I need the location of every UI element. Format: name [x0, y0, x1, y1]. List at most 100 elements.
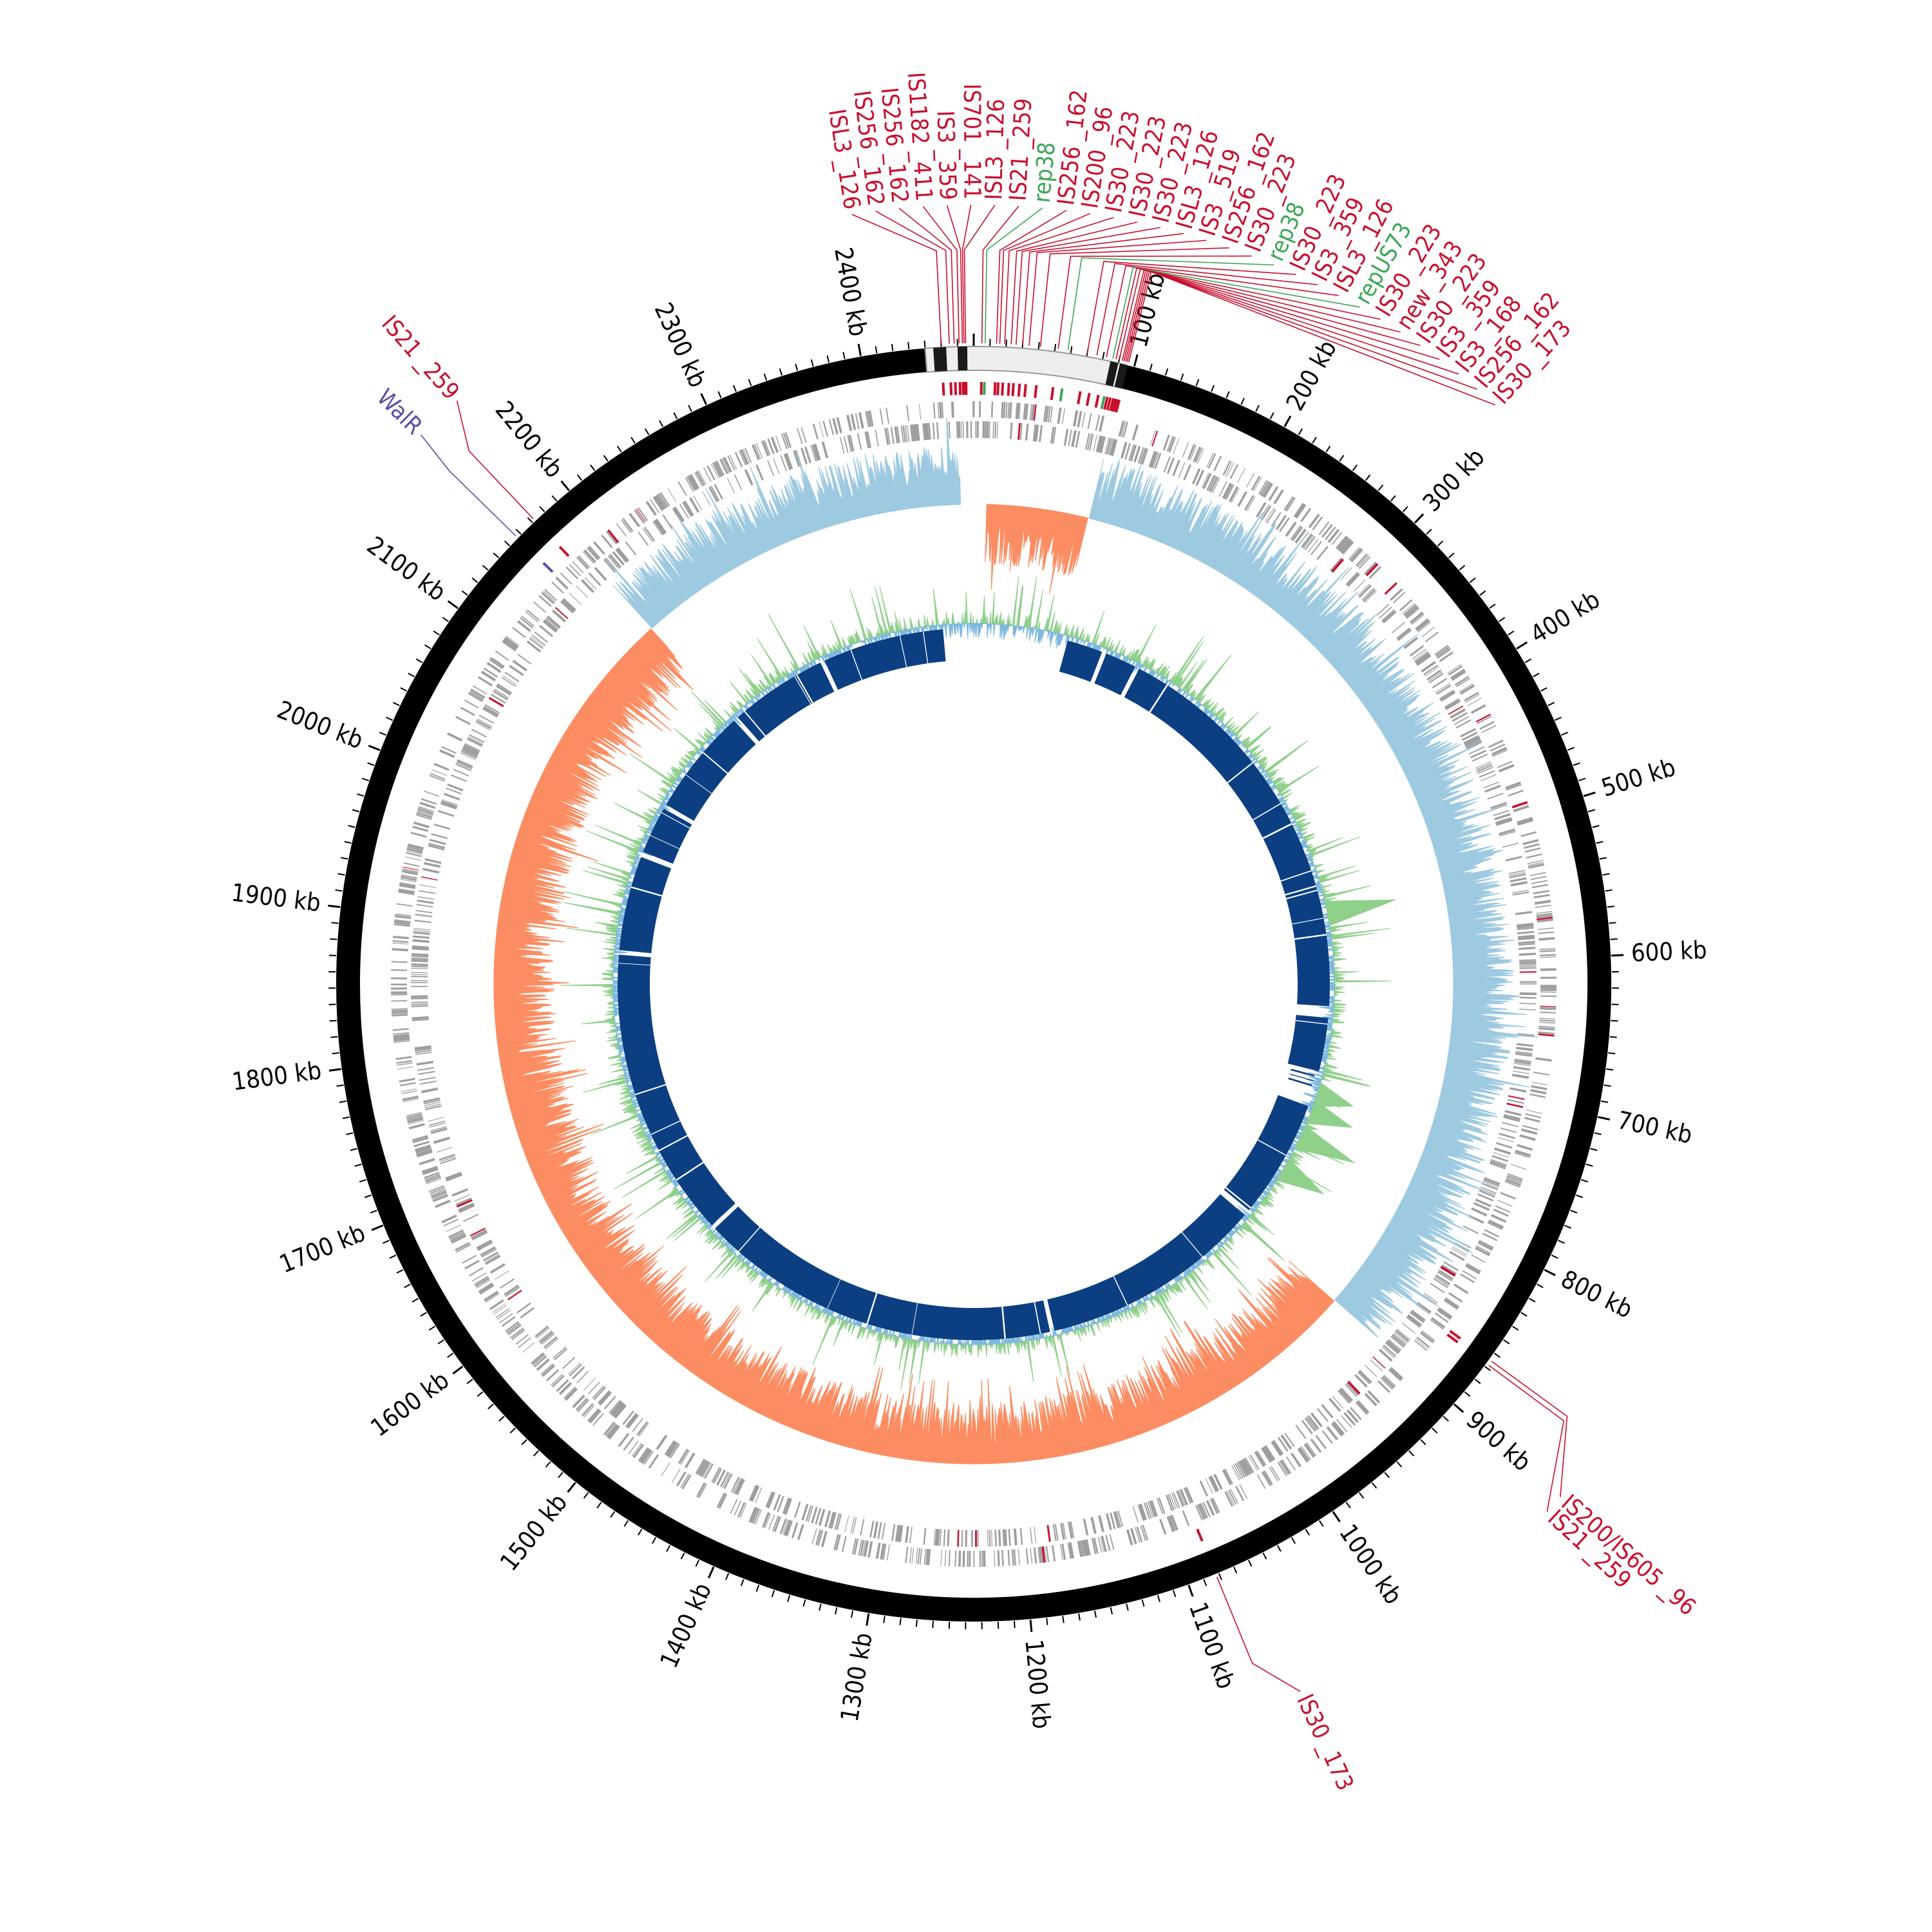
cds-mark [934, 1528, 938, 1546]
cds-mark [927, 1549, 931, 1566]
cds-mark [1437, 648, 1452, 659]
cds-mark [797, 428, 803, 444]
cds-mark [497, 1310, 511, 1320]
cds-mark [412, 945, 430, 949]
tick-mark [651, 1537, 657, 1544]
cds-mark [457, 759, 473, 768]
cds-mark [1423, 1294, 1437, 1305]
cds-mark [704, 1463, 714, 1479]
blast-hit-fragment [1291, 1068, 1315, 1077]
cds-mark [1290, 525, 1302, 540]
cds-mark [1244, 495, 1255, 511]
cds-mark [1492, 749, 1508, 757]
cds-mark [413, 821, 430, 829]
cds-mark [1271, 511, 1282, 527]
cds-mark [501, 1316, 516, 1327]
cds-mark [1535, 904, 1551, 908]
tick-label: 700 kb [1615, 1106, 1695, 1150]
cds-mark [1530, 872, 1546, 876]
cds-mark [1515, 1052, 1533, 1057]
cds-mark [454, 1194, 470, 1202]
cds-mark [1540, 968, 1557, 971]
cds-mark [1391, 1334, 1406, 1347]
cds-mark [410, 831, 427, 838]
tick-mark [1325, 446, 1331, 453]
cds-mark [541, 591, 555, 605]
cds-mark [393, 921, 411, 925]
cds-mark [1070, 1521, 1075, 1539]
cds-mark [734, 1478, 744, 1495]
cds-mark [1239, 1460, 1250, 1476]
cds-mark [393, 1032, 410, 1035]
cds-mark [1465, 739, 1481, 748]
cds-mark [643, 528, 654, 543]
cds-mark [539, 1331, 554, 1344]
cds-mark [489, 1299, 504, 1311]
mobile-band [1105, 361, 1119, 386]
cds-mark [1519, 1009, 1537, 1010]
cds-mark [553, 1347, 567, 1359]
blast-gap [1225, 1187, 1251, 1209]
feature-leader [1028, 240, 1207, 346]
cds-mark [1099, 1536, 1104, 1553]
cds-mark [488, 697, 504, 708]
cds-mark [1517, 934, 1535, 939]
cds-mark [1395, 1329, 1410, 1342]
cds-mark [815, 1529, 822, 1546]
tick-mark [1226, 391, 1230, 399]
cds-mark [1437, 1309, 1452, 1320]
cds-mark [569, 564, 582, 576]
cds-mark [1491, 746, 1508, 756]
tick-mark [1149, 363, 1153, 371]
feature-label: ISL3 _126 [981, 99, 1010, 200]
cds-mark [477, 1241, 493, 1251]
cds-mark [501, 677, 516, 687]
tick-mark [1291, 1537, 1296, 1544]
tick-mark [659, 420, 664, 427]
cds-mark [1465, 694, 1480, 703]
tick-mark [1602, 873, 1610, 876]
cds-mark [1462, 1270, 1477, 1280]
cds-mark [1514, 1152, 1531, 1159]
cds-mark [476, 1279, 491, 1289]
tick-label: 2400 kb [829, 245, 873, 339]
cds-mark [419, 801, 436, 810]
cds-mark [464, 743, 480, 752]
cds-mark [656, 494, 667, 509]
cds-mark [1475, 761, 1492, 769]
tick-mark [875, 346, 878, 354]
cds-mark [882, 1544, 887, 1560]
tick-mark [1611, 954, 1624, 957]
cds-mark [471, 728, 488, 738]
cds-mark [1087, 413, 1092, 430]
cds-mark [904, 425, 908, 442]
feature-label: IS701 _141 [958, 84, 985, 200]
cds-mark [407, 846, 424, 851]
cds-mark [1110, 1512, 1116, 1530]
feature-mark [1109, 398, 1115, 412]
cds-mark [447, 783, 464, 791]
cds-mark [428, 1185, 445, 1193]
cds-mark [1303, 535, 1314, 549]
cds-mark [417, 810, 433, 817]
cds-mark [1254, 1451, 1265, 1467]
cds-mark [699, 1460, 709, 1476]
cds-mark [1481, 724, 1497, 734]
blast-gap [794, 676, 811, 705]
tick-mark [603, 455, 609, 462]
cds-mark [1435, 1274, 1451, 1285]
tick-mark [330, 938, 337, 940]
cds-mark [1526, 853, 1542, 859]
cds-mark [1049, 406, 1053, 423]
cds-mark [1522, 1124, 1539, 1131]
cds-mark [412, 1018, 429, 1021]
cds-mark [1079, 1540, 1084, 1557]
cds-mark [1437, 1307, 1453, 1318]
cds-mark [909, 1547, 913, 1564]
cds-mark [575, 1397, 588, 1411]
cds-mark [593, 541, 605, 555]
mobile-band [957, 346, 968, 371]
cds-mark [628, 1440, 639, 1454]
cds-mark [546, 1368, 560, 1381]
cds-mark [612, 551, 625, 566]
